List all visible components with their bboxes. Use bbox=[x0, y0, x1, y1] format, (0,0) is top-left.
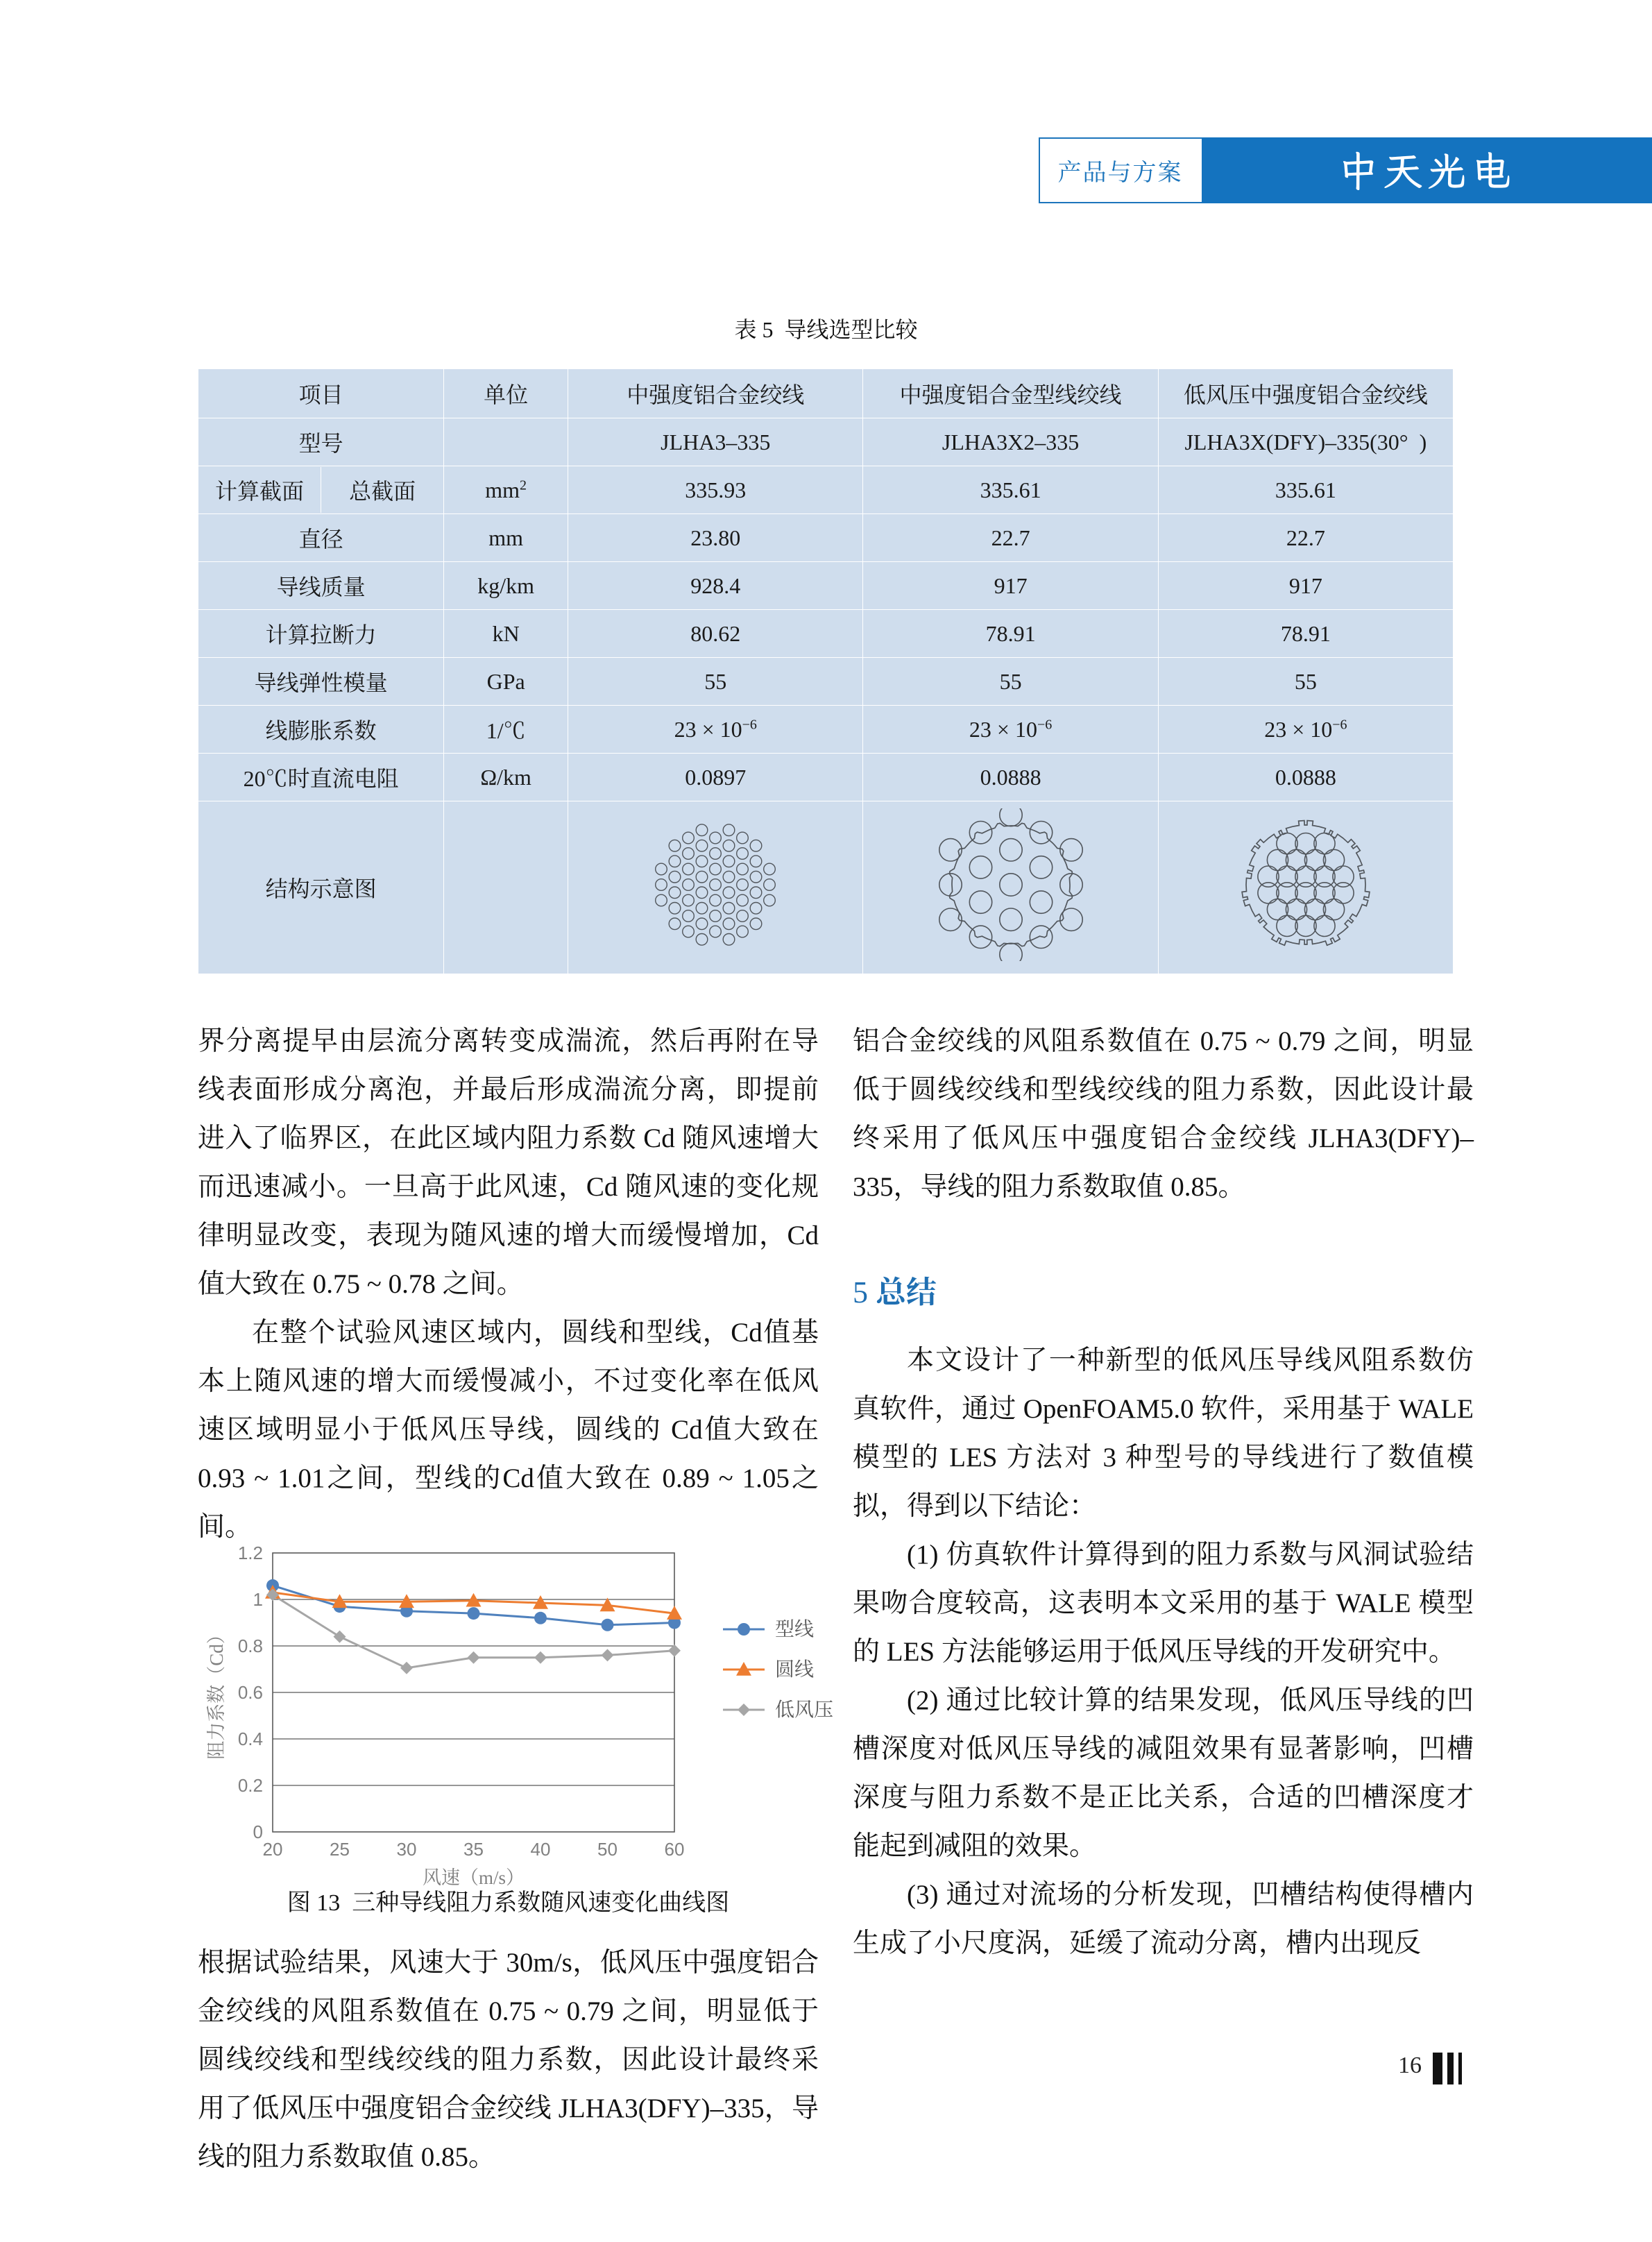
svg-text:圆线: 圆线 bbox=[775, 1658, 814, 1681]
svg-text:50: 50 bbox=[597, 1839, 618, 1860]
svg-text:25: 25 bbox=[330, 1839, 350, 1860]
svg-text:60: 60 bbox=[665, 1839, 685, 1860]
svg-text:40: 40 bbox=[531, 1839, 551, 1860]
svg-text:1: 1 bbox=[253, 1589, 263, 1610]
svg-text:型线: 型线 bbox=[775, 1618, 814, 1640]
svg-text:0.6: 0.6 bbox=[238, 1682, 263, 1703]
svg-text:20: 20 bbox=[263, 1839, 283, 1860]
svg-text:0: 0 bbox=[253, 1821, 263, 1842]
svg-text:1.2: 1.2 bbox=[238, 1543, 263, 1563]
svg-text:0.8: 0.8 bbox=[238, 1636, 263, 1656]
svg-text:低风压: 低风压 bbox=[775, 1699, 833, 1721]
svg-text:0.2: 0.2 bbox=[238, 1775, 263, 1796]
svg-text:30: 30 bbox=[397, 1839, 417, 1860]
svg-text:阻力系数（Cd）: 阻力系数（Cd） bbox=[206, 1625, 227, 1760]
svg-text:35: 35 bbox=[463, 1839, 484, 1860]
svg-text:0.4: 0.4 bbox=[238, 1729, 263, 1749]
